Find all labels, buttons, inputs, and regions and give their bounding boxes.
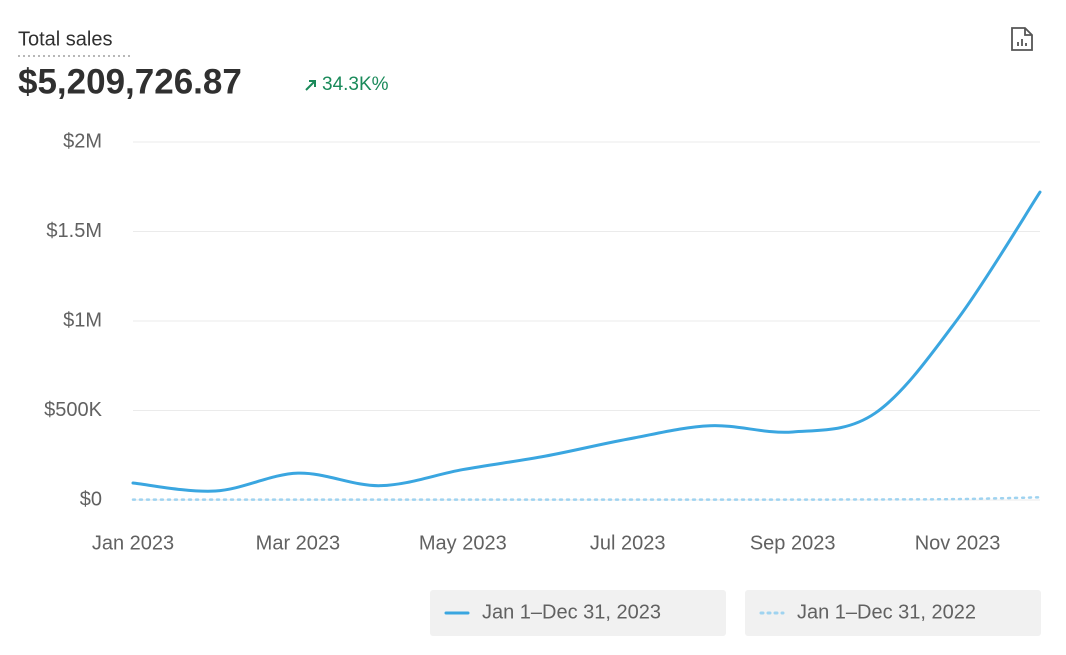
x-tick-label: Jul 2023 [590, 532, 666, 554]
legend-box[interactable] [430, 590, 726, 636]
y-tick-label: $500K [44, 399, 102, 421]
trend-arrow [305, 80, 316, 91]
change-value: 34.3K% [322, 74, 389, 95]
card-title: Total sales [18, 28, 113, 50]
legend-label: Jan 1–Dec 31, 2023 [482, 601, 661, 623]
y-tick-label: $1M [63, 309, 102, 331]
series-line [131, 496, 1042, 501]
x-tick-label: Sep 2023 [750, 532, 836, 554]
y-tick-label: $2M [63, 130, 102, 152]
export-icon[interactable] [1011, 27, 1033, 51]
y-tick-label: $1.5M [46, 220, 102, 242]
x-tick-label: May 2023 [419, 532, 507, 554]
total-value: $5,209,726.87 [18, 62, 242, 101]
legend-label: Jan 1–Dec 31, 2022 [797, 601, 976, 623]
x-tick-label: Nov 2023 [915, 532, 1001, 554]
series-line [131, 190, 1042, 493]
y-tick-label: $0 [80, 488, 102, 510]
x-tick-label: Jan 2023 [92, 532, 174, 554]
x-tick-label: Mar 2023 [256, 532, 341, 554]
legend-box[interactable] [745, 590, 1041, 636]
